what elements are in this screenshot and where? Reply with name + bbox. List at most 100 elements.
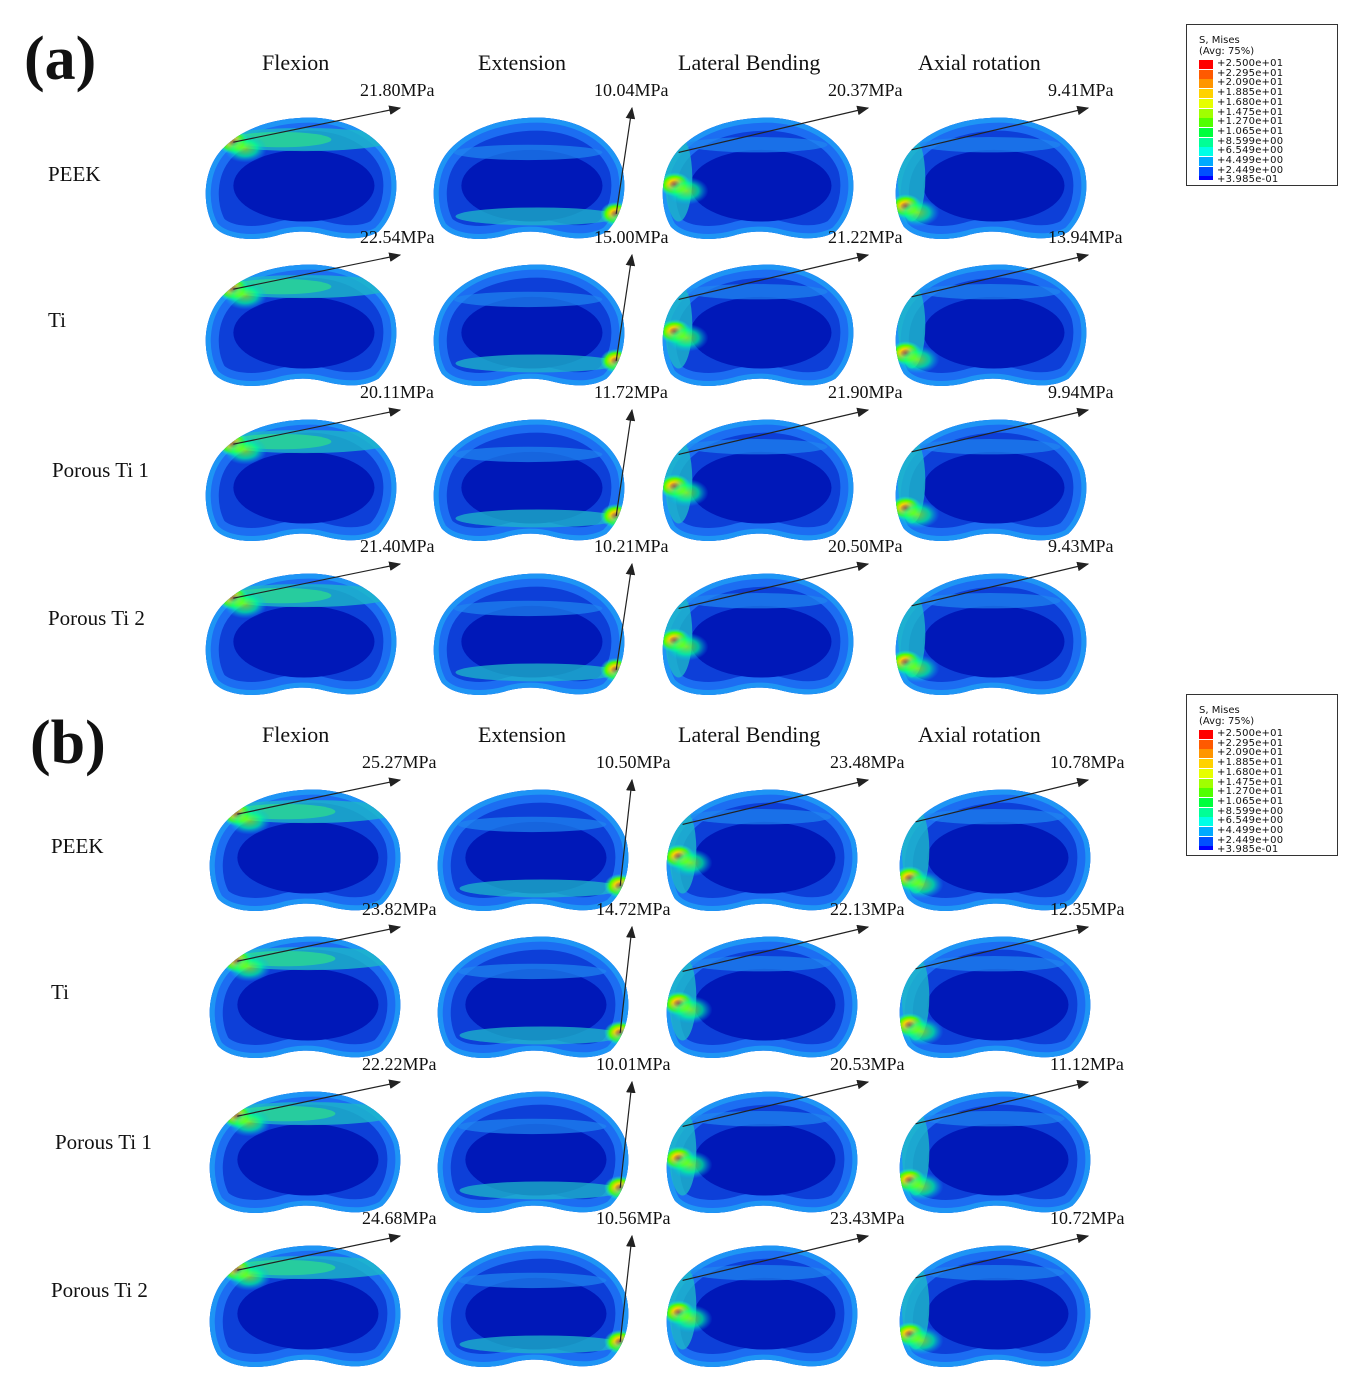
contour-blob — [899, 936, 1091, 1058]
contour-blob — [662, 117, 854, 239]
stress-legend: S, Mises (Avg: 75%) +2.500e+01 +2.295e+01 +2… — [1186, 694, 1338, 856]
contour-blob — [662, 573, 854, 695]
contour-blob — [205, 117, 397, 239]
legend-level: +2.295e+01 — [1217, 67, 1284, 79]
column-title: Flexion — [262, 50, 330, 75]
annotation-arrow — [682, 777, 870, 825]
legend-swatch — [1199, 807, 1213, 817]
panel-label: (a) — [24, 25, 97, 93]
annotation-arrow — [911, 105, 1090, 151]
legend-level: +3.985e-01 — [1217, 844, 1279, 856]
legend-title: S, Mises — [1199, 35, 1240, 46]
annotation-arrow — [911, 252, 1090, 298]
legend-swatch — [1199, 79, 1213, 89]
contour-blob — [209, 789, 401, 911]
contour-blob — [895, 264, 1087, 386]
max-stress-value: 10.78MPa — [1050, 752, 1125, 772]
annotation-arrow — [678, 407, 870, 455]
max-stress-value: 21.22MPa — [828, 227, 903, 247]
contour-blob — [437, 789, 629, 911]
legend-swatch — [1199, 108, 1213, 118]
annotation-arrow — [233, 561, 402, 599]
contour-blob — [209, 936, 401, 1058]
annotation-arrow — [682, 1233, 870, 1281]
contour-blob — [899, 789, 1091, 911]
annotation-arrow — [237, 924, 402, 962]
legend-level: +8.599e+00 — [1217, 805, 1284, 817]
contour-blob — [205, 419, 397, 541]
annotation-arrow — [915, 924, 1090, 970]
max-stress-value: 13.94MPa — [1048, 227, 1123, 247]
row-label: PEEK — [51, 834, 104, 858]
max-stress-value: 10.50MPa — [596, 752, 671, 772]
legend-level: +6.549e+00 — [1217, 815, 1284, 827]
max-stress-value: 22.54MPa — [360, 227, 435, 247]
max-stress-value: 20.50MPa — [828, 536, 903, 556]
annotation-arrow — [678, 105, 870, 153]
max-stress-value: 23.48MPa — [830, 752, 905, 772]
max-stress-value: 10.04MPa — [594, 80, 669, 100]
max-stress-value: 20.11MPa — [360, 382, 434, 402]
legend-level: +1.475e+01 — [1217, 106, 1284, 118]
contour-blob — [433, 117, 625, 239]
contour-blob — [437, 936, 629, 1058]
max-stress-value: 22.22MPa — [362, 1054, 437, 1074]
max-stress-value: 15.00MPa — [594, 227, 669, 247]
max-stress-value: 11.12MPa — [1050, 1054, 1124, 1074]
legend-swatch — [1199, 166, 1213, 176]
max-stress-value: 21.80MPa — [360, 80, 435, 100]
legend-level: +1.885e+01 — [1217, 87, 1284, 99]
column-title: Lateral Bending — [678, 50, 821, 75]
annotation-arrow — [682, 924, 870, 972]
legend-swatch — [1199, 788, 1213, 798]
max-stress-value: 23.43MPa — [830, 1208, 905, 1228]
annotation-arrow — [233, 105, 402, 143]
max-stress-value: 9.41MPa — [1048, 80, 1114, 100]
contour-blob — [899, 1091, 1091, 1213]
legend-level: +2.295e+01 — [1217, 737, 1284, 749]
legend-level: +2.500e+01 — [1217, 728, 1284, 739]
legend-swatch — [1199, 176, 1213, 181]
contour-blob — [209, 1245, 401, 1367]
legend-level: +1.270e+01 — [1217, 116, 1284, 128]
max-stress-value: 14.72MPa — [596, 899, 671, 919]
contour-blob — [437, 1091, 629, 1213]
contour-blob — [433, 573, 625, 695]
annotation-arrow — [237, 777, 402, 815]
max-stress-value: 11.72MPa — [594, 382, 668, 402]
legend-level: +1.680e+01 — [1217, 766, 1284, 778]
legend-swatch — [1199, 778, 1213, 788]
column-title: Lateral Bending — [678, 722, 821, 747]
max-stress-value: 10.01MPa — [596, 1054, 671, 1074]
legend-swatch — [1199, 60, 1213, 69]
annotation-arrow — [915, 777, 1090, 823]
legend-level: +1.885e+01 — [1217, 757, 1284, 769]
contour-blob — [205, 264, 397, 386]
legend-level: +2.449e+00 — [1217, 834, 1284, 846]
legend-swatch — [1199, 98, 1213, 108]
contour-blob — [662, 264, 854, 386]
annotation-arrow — [615, 562, 636, 670]
annotation-arrow — [615, 408, 636, 516]
max-stress-value: 12.35MPa — [1050, 899, 1125, 919]
legend-level: +3.985e-01 — [1217, 174, 1279, 186]
max-stress-value: 21.90MPa — [828, 382, 903, 402]
column-title: Axial rotation — [918, 722, 1041, 747]
panel-label: (b) — [30, 709, 106, 777]
contour-blob — [662, 419, 854, 541]
legend-swatch — [1199, 759, 1213, 769]
legend-swatch — [1199, 147, 1213, 157]
annotation-arrow — [619, 778, 636, 886]
contour-blob — [433, 419, 625, 541]
row-label: PEEK — [48, 162, 101, 186]
legend-swatch — [1199, 730, 1213, 739]
contour-blob — [433, 264, 625, 386]
max-stress-value: 23.82MPa — [362, 899, 437, 919]
row-label: Ti — [51, 980, 69, 1004]
max-stress-value: 10.72MPa — [1050, 1208, 1125, 1228]
annotation-arrow — [678, 561, 870, 609]
annotation-arrow — [911, 561, 1090, 607]
max-stress-value: 21.40MPa — [360, 536, 435, 556]
annotation-arrow — [619, 1080, 636, 1188]
